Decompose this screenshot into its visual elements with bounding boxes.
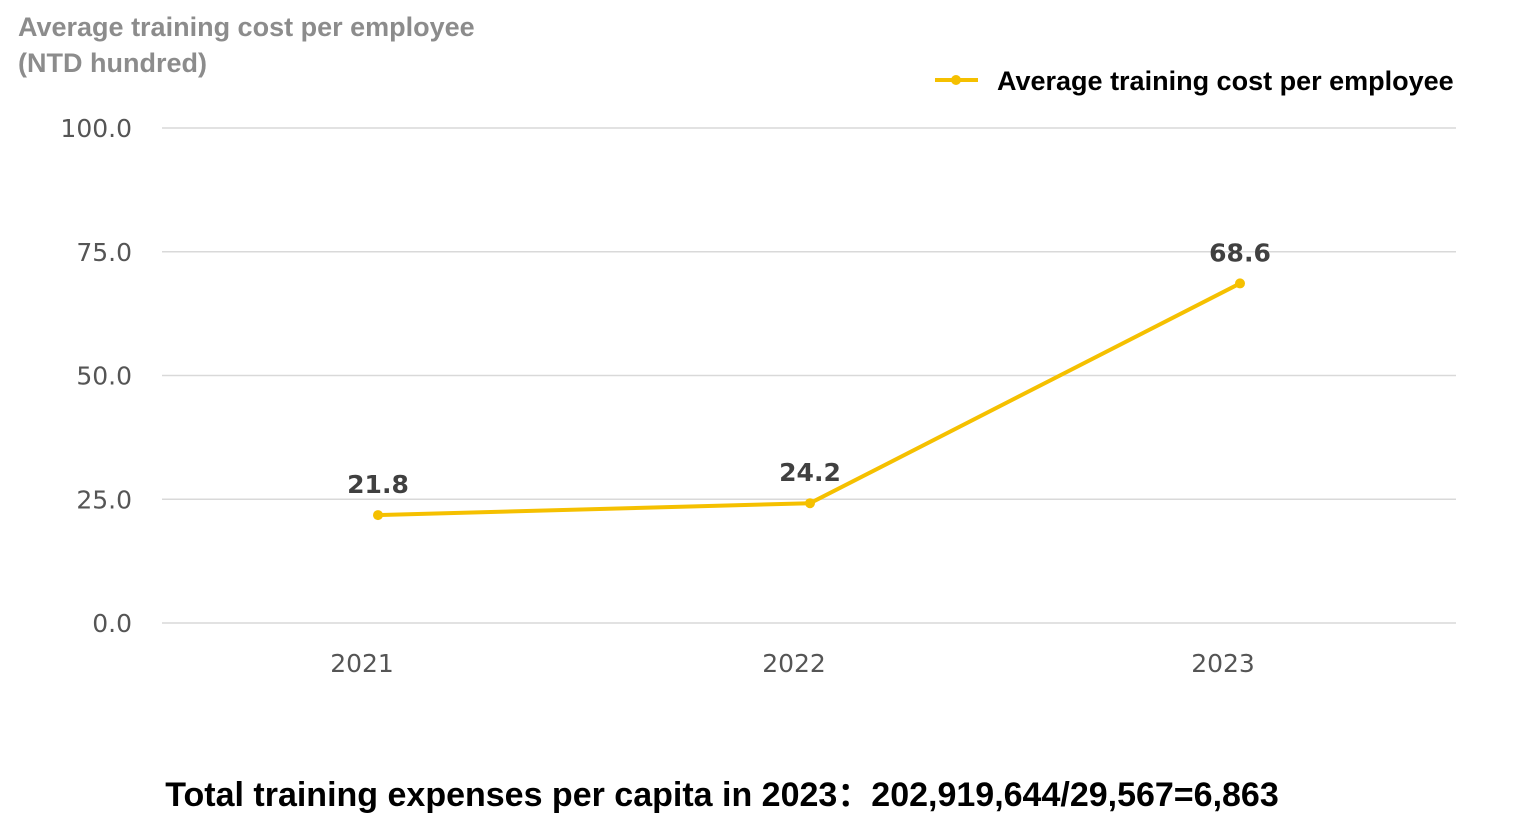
data-labels: 21.8 24.2 68.6 [347,238,1271,499]
data-point-2022 [805,498,815,509]
y-tick-label-0: 0.0 [92,609,132,638]
data-label-2021: 21.8 [347,470,409,499]
data-point-2023 [1235,278,1245,289]
legend-marker-swatch [951,75,961,85]
y-axis-tick-labels: 0.0 25.0 50.0 75.0 100.0 [60,114,132,638]
y-axis-title-line-1: Average training cost per employee [18,12,475,42]
data-label-2023: 68.6 [1209,238,1271,267]
footnote: Total training expenses per capita in 20… [165,776,1279,814]
data-label-2022: 24.2 [779,458,841,487]
y-tick-label-4: 100.0 [60,114,132,143]
y-tick-label-3: 75.0 [76,238,132,267]
y-tick-label-1: 25.0 [76,485,132,514]
series-average-training-cost [373,278,1245,521]
x-tick-label-2022: 2022 [762,649,826,678]
x-axis-tick-labels: 2021 2022 2023 [330,649,1255,678]
y-axis-title-line-2: (NTD hundred) [18,48,207,78]
y-tick-label-2: 50.0 [76,362,132,391]
legend: Average training cost per employee [935,66,1454,96]
data-point-2021 [373,510,383,521]
legend-entry-label: Average training cost per employee [997,66,1454,96]
gridlines [162,127,1456,624]
x-tick-label-2023: 2023 [1191,649,1255,678]
x-tick-label-2021: 2021 [330,649,394,678]
